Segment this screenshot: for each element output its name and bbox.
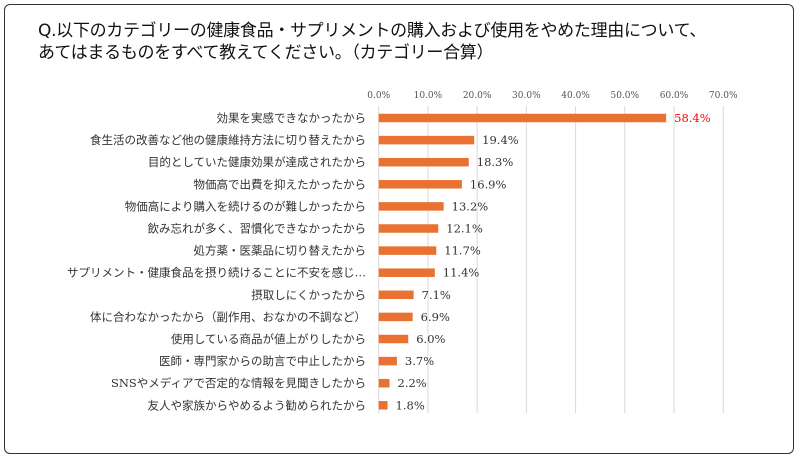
- category-label: SNSやメディアで否定的な情報を見聞きしたから: [111, 376, 366, 390]
- data-label: 11.4%: [443, 266, 480, 280]
- x-tick-label: 0.0%: [367, 91, 390, 101]
- category-label: 効果を実感できなかったから: [217, 111, 367, 125]
- data-label: 2.2%: [398, 376, 427, 390]
- x-tick-label: 60.0%: [660, 91, 689, 101]
- category-label: 体に合わなかったから（副作用、おなかの不調など）: [90, 310, 366, 324]
- bar: [378, 290, 414, 300]
- bar: [378, 312, 413, 322]
- data-label: 11.7%: [444, 244, 481, 258]
- bar: [378, 246, 437, 255]
- category-label: 摂取しにくかったから: [251, 288, 366, 302]
- data-label: 16.9%: [470, 177, 507, 191]
- bar: [378, 202, 444, 211]
- x-tick-label: 40.0%: [561, 91, 590, 101]
- category-label: 目的としていた健康効果が達成されたから: [148, 155, 366, 169]
- data-label: 7.1%: [422, 288, 451, 302]
- category-label: 飲み忘れが多く、習慣化できなかったから: [148, 222, 367, 236]
- category-label: サプリメント・健康食品を摂り続けることに不安を感じ…: [67, 266, 366, 280]
- bar: [378, 157, 469, 167]
- data-label: 13.2%: [452, 199, 489, 213]
- category-label: 使用している商品が値上がりしたから: [171, 332, 366, 346]
- category-label: 友人や家族からやめるよう勧められたから: [148, 398, 367, 412]
- bar: [378, 334, 409, 344]
- category-label: 物価高で出費を抑えたかったから: [194, 177, 367, 191]
- x-tick-label: 70.0%: [709, 91, 738, 101]
- bar: [378, 224, 439, 233]
- chart-title: Q.以下のカテゴリーの健康食品・サプリメントの購入および使用をやめた理由について…: [38, 21, 707, 63]
- category-label: 食生活の改善など他の健康維持方法に切り替えたから: [90, 133, 366, 147]
- chart-frame: [4, 4, 794, 454]
- category-label: 医師・専門家からの助言で中止したから: [159, 354, 366, 368]
- data-label: 6.9%: [421, 310, 450, 324]
- bar: [378, 378, 390, 388]
- data-label: 3.7%: [405, 354, 434, 368]
- data-label: 58.4%: [674, 111, 711, 125]
- category-label: 処方薬・医薬品に切り替えたから: [194, 244, 367, 258]
- bar: [378, 401, 388, 410]
- bar: [378, 180, 462, 189]
- data-label: 12.1%: [446, 222, 483, 236]
- x-tick-label: 50.0%: [610, 91, 639, 101]
- bar: [378, 113, 667, 123]
- data-label: 18.3%: [477, 155, 514, 169]
- x-tick-label: 20.0%: [463, 91, 492, 101]
- bar: [378, 135, 475, 145]
- x-tick-label: 10.0%: [414, 91, 443, 101]
- data-label: 19.4%: [482, 133, 519, 147]
- x-tick-label: 30.0%: [512, 91, 541, 101]
- category-label: 物価高により購入を続けるのが難しかったから: [125, 199, 366, 213]
- data-label: 1.8%: [396, 398, 425, 412]
- bar: [378, 268, 435, 277]
- data-label: 6.0%: [416, 332, 445, 346]
- bar: [378, 356, 397, 366]
